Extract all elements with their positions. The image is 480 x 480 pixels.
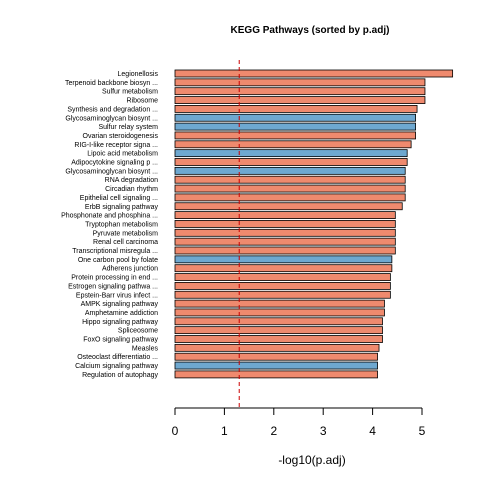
x-tick-label: 1	[221, 424, 228, 438]
category-label: Transcriptional misregula ...	[72, 248, 158, 255]
bar	[175, 123, 416, 130]
bar	[175, 167, 405, 174]
x-tick-label: 0	[172, 424, 179, 438]
category-label: Epstein-Barr virus infect ...	[76, 292, 158, 299]
category-label: Tryptophan metabolism	[85, 221, 158, 228]
category-label: RNA degradation	[105, 177, 158, 184]
category-label: FoxO signaling pathway	[83, 337, 158, 344]
bar	[175, 247, 395, 254]
category-label: ErbB signaling pathway	[85, 204, 159, 211]
category-label: Measles	[132, 345, 159, 352]
bar	[175, 362, 378, 369]
category-label: Ribosome	[126, 98, 158, 105]
bars-layer	[175, 70, 453, 378]
bar	[175, 194, 405, 201]
bar	[175, 212, 395, 219]
category-label: RIG-I-like receptor signa ...	[74, 142, 158, 149]
chart-title: KEGG Pathways (sorted by p.adj)	[231, 25, 390, 36]
bar	[175, 176, 405, 183]
bar	[175, 274, 390, 281]
bar	[175, 344, 379, 351]
category-label: Protein processing in end ...	[71, 275, 158, 282]
bar	[175, 114, 416, 121]
bar	[175, 318, 382, 325]
bar	[175, 371, 378, 378]
x-axis: 0 1 2 3 4 5	[172, 408, 426, 438]
category-label: Ovarian steroidogenesis	[83, 133, 159, 140]
bar	[175, 141, 411, 148]
category-label: Spliceosome	[118, 328, 158, 335]
category-label: Regulation of autophagy	[82, 372, 158, 379]
bar	[175, 327, 382, 334]
bar	[175, 105, 417, 112]
bar	[175, 238, 395, 245]
bar	[175, 336, 382, 343]
category-label: Circadian rhythm	[105, 186, 158, 193]
category-label: Renal cell carcinoma	[93, 239, 158, 246]
category-label: Sulfur metabolism	[102, 89, 158, 96]
bar	[175, 203, 402, 210]
bar	[175, 229, 395, 236]
bar	[175, 291, 390, 298]
category-label: Amphetamine addiction	[85, 310, 158, 317]
category-label: Osteoclast differentiatio ...	[77, 354, 158, 361]
category-label: Glycosaminoglycan biosynt ...	[65, 115, 158, 122]
category-label: Legionellosis	[118, 71, 159, 78]
x-tick-label: 3	[320, 424, 327, 438]
category-label: Sulfur relay system	[98, 124, 158, 131]
category-label: Hippo signaling pathway	[82, 319, 158, 326]
bar	[175, 150, 407, 157]
category-label: Epithelial cell signaling ...	[80, 195, 158, 202]
category-label: Glycosaminoglycan biosynt ...	[65, 168, 158, 175]
bar	[175, 79, 425, 86]
x-tick-label: 5	[419, 424, 426, 438]
category-label: One carbon pool by folate	[78, 257, 158, 264]
bar	[175, 353, 378, 360]
category-label: Lipoic acid metabolism	[87, 151, 158, 158]
bar	[175, 300, 384, 307]
bar	[175, 97, 425, 104]
bar	[175, 132, 416, 139]
bar	[175, 159, 407, 166]
category-label: Pyruvate metabolism	[93, 230, 159, 237]
x-tick-label: 4	[369, 424, 376, 438]
bar	[175, 256, 392, 263]
category-label: Estrogen signaling pathwa ...	[68, 283, 158, 290]
bar	[175, 88, 425, 95]
category-labels: Legionellosis Terpenoid backbone biosyn .…	[61, 71, 158, 379]
category-label: Calcium signaling pathway	[75, 363, 158, 370]
category-label: Synthesis and degradation ...	[67, 106, 158, 113]
bar	[175, 220, 395, 227]
bar	[175, 265, 392, 272]
x-axis-label: -log10(p.adj)	[278, 453, 345, 467]
bar	[175, 282, 390, 289]
category-label: Phosphonate and phosphina ...	[61, 213, 158, 220]
category-label: Terpenoid backbone biosyn ...	[65, 80, 158, 87]
category-label: Adipocytokine signaling p ...	[71, 160, 158, 167]
bar	[175, 185, 405, 192]
bar	[175, 70, 453, 77]
category-label: Adherens junction	[102, 266, 158, 273]
bar	[175, 309, 384, 316]
x-tick-label: 2	[270, 424, 277, 438]
category-label: AMPK signaling pathway	[81, 301, 159, 308]
